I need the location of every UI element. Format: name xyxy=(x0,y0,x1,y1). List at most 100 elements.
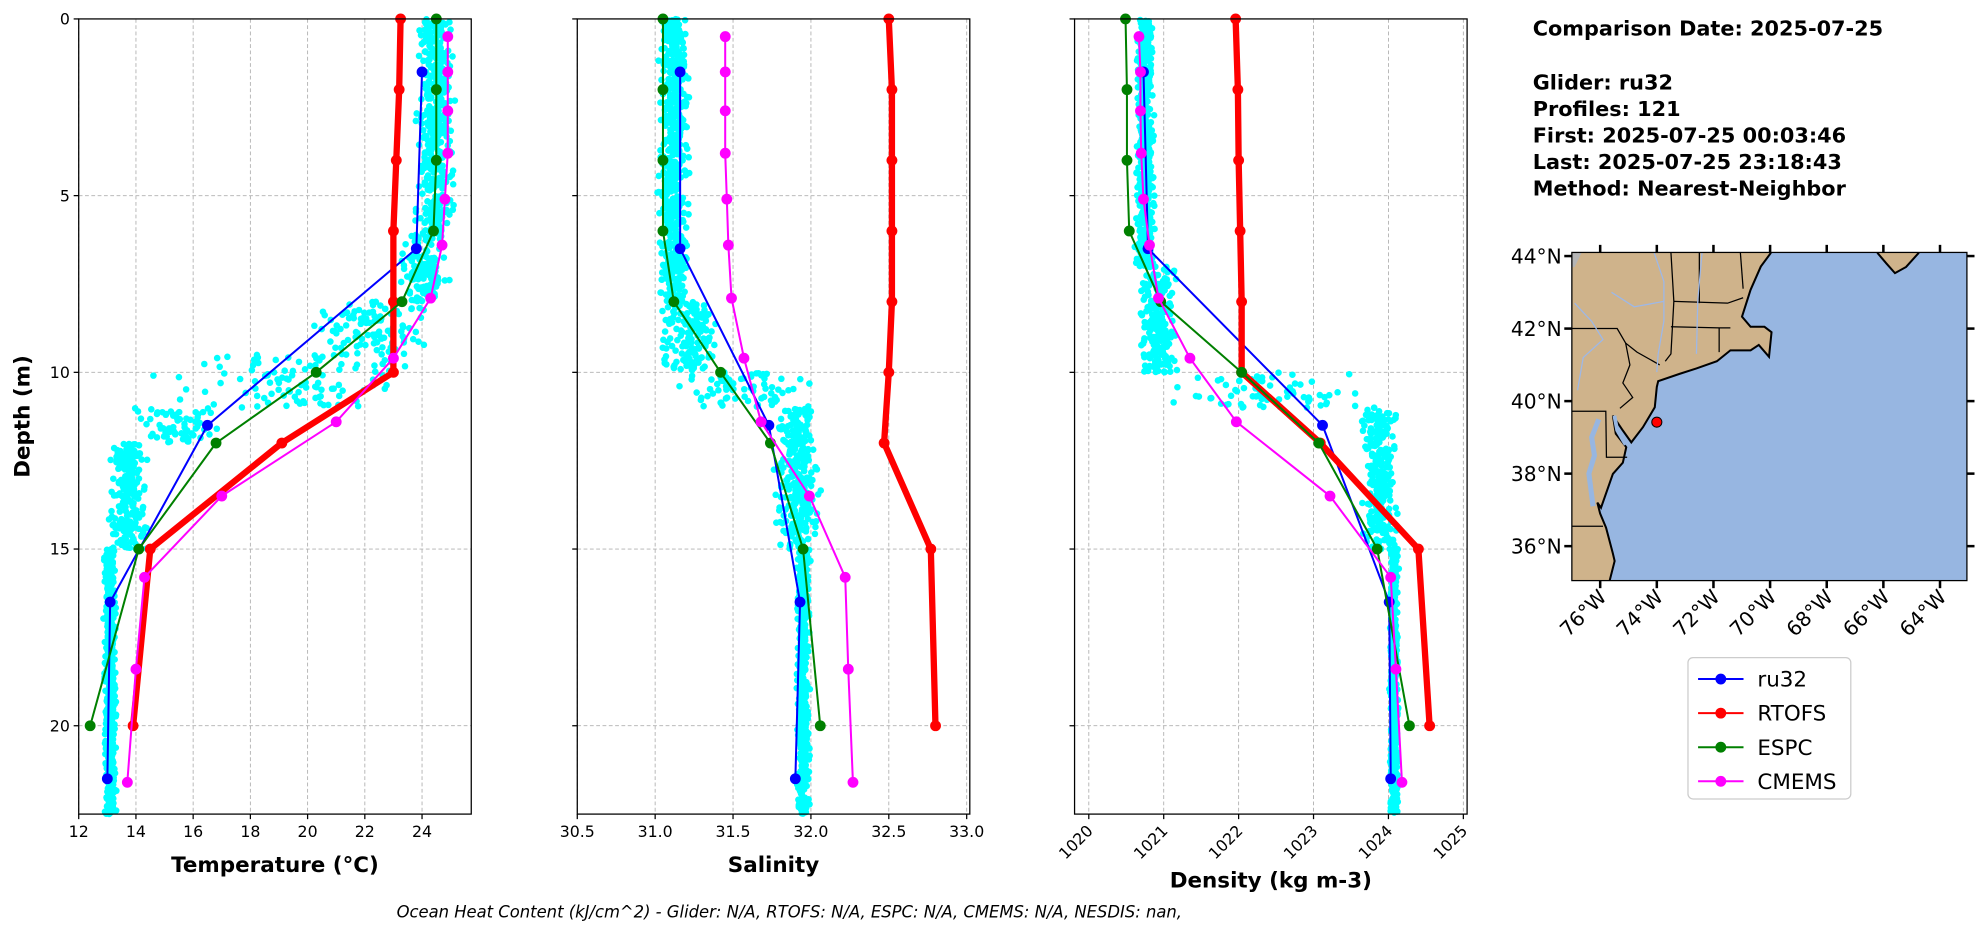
glider-scatter-point xyxy=(663,170,670,178)
glider-scatter-point xyxy=(1146,148,1154,156)
glider-scatter-point xyxy=(683,93,691,101)
glider-scatter-point xyxy=(666,290,673,298)
glider-scatter-point xyxy=(362,341,369,349)
glider-scatter-point xyxy=(325,401,332,409)
data-point-cmems xyxy=(803,490,815,502)
glider-scatter-point xyxy=(1236,377,1243,384)
glider-scatter-point xyxy=(688,372,696,380)
glider-scatter-point xyxy=(425,78,432,85)
glider-scatter-point xyxy=(672,98,679,106)
y-axis-label: Depth (m) xyxy=(10,355,35,478)
glider-scatter-point xyxy=(423,254,431,261)
glider-scatter-point xyxy=(1392,414,1399,422)
glider-scatter-point xyxy=(136,450,143,457)
glider-scatter-point xyxy=(143,456,151,464)
last-time: Last: 2025-07-25 23:18:43 xyxy=(1533,150,1842,174)
glider-scatter-point xyxy=(213,354,221,362)
glider-scatter-point xyxy=(402,240,409,248)
glider-scatter-point xyxy=(807,436,815,444)
x-tick-label: 22 xyxy=(355,822,375,841)
glider-scatter-point xyxy=(1371,442,1379,450)
data-point-rtofs xyxy=(390,154,402,166)
glider-scatter-point xyxy=(422,48,429,56)
glider-scatter-point xyxy=(681,16,689,24)
glider-scatter-point xyxy=(804,414,811,422)
info-block: Comparison Date: 2025-07-25 Glider: ru32… xyxy=(1533,16,1883,200)
data-point-rtofs xyxy=(886,154,898,166)
glider-scatter-point xyxy=(438,129,446,137)
x-axis-label: Salinity xyxy=(728,853,819,878)
glider-scatter-point xyxy=(805,775,812,783)
glider-scatter-point xyxy=(1138,311,1146,319)
glider-scatter-point xyxy=(667,24,674,31)
data-point-espc xyxy=(310,366,322,378)
glider-scatter-point xyxy=(344,336,352,344)
glider-scatter-point xyxy=(798,423,806,431)
glider-scatter-point xyxy=(354,349,361,357)
glider-scatter-point xyxy=(669,240,676,248)
glider-scatter-point xyxy=(104,575,111,583)
glider-scatter-point xyxy=(684,200,692,208)
glider-scatter-point xyxy=(395,310,403,318)
data-point-cmems xyxy=(388,352,399,364)
glider-scatter-point xyxy=(408,305,415,313)
glider-scatter-point xyxy=(436,174,443,182)
glider-scatter-point xyxy=(807,408,815,415)
glider-scatter-point xyxy=(194,423,201,431)
glider-scatter-point xyxy=(678,350,686,357)
glider-scatter-point xyxy=(1351,390,1359,397)
glider-scatter-point xyxy=(343,309,351,316)
glider-scatter-point xyxy=(281,367,288,374)
glider-scatter-point xyxy=(1141,293,1149,301)
y-tick-label: 15 xyxy=(50,540,70,559)
data-point-cmems xyxy=(442,105,454,117)
glider-scatter-point xyxy=(1387,550,1395,558)
glider-scatter-point xyxy=(135,525,143,533)
glider-scatter-point xyxy=(123,518,131,526)
glider-scatter-point xyxy=(112,524,119,532)
glider-scatter-point xyxy=(812,523,819,531)
glider-scatter-point xyxy=(723,394,731,401)
glider-scatter-point xyxy=(698,321,706,329)
data-point-cmems xyxy=(738,352,750,364)
glider-scatter-point xyxy=(333,322,340,329)
glider-scatter-point xyxy=(115,503,123,510)
glider-scatter-point xyxy=(669,200,676,207)
glider-scatter-point xyxy=(345,314,353,322)
glider-scatter-point xyxy=(213,425,221,433)
glider-scatter-point xyxy=(332,344,339,352)
glider-scatter-point xyxy=(100,615,107,622)
x-tick-label: 20 xyxy=(298,822,318,841)
y-tick-label: 5 xyxy=(60,186,70,205)
glider-scatter-point xyxy=(801,437,809,445)
glider-scatter-point xyxy=(408,232,415,240)
glider-scatter-point xyxy=(1334,388,1341,396)
glider-scatter-point xyxy=(429,45,436,53)
glider-scatter-point xyxy=(680,356,687,364)
glider-scatter-point xyxy=(790,385,797,393)
glider-scatter-point xyxy=(131,447,138,455)
data-point-rtofs xyxy=(388,366,399,378)
glider-scatter-point xyxy=(803,782,811,790)
glider-scatter-point xyxy=(679,343,686,350)
glider-scatter-point xyxy=(807,482,815,490)
glider-scatter-point xyxy=(369,298,376,306)
x-tick-label: 1024 xyxy=(1355,821,1397,863)
glider-scatter-point xyxy=(1387,470,1395,477)
glider-scatter-point xyxy=(671,144,678,151)
data-point-espc xyxy=(715,366,727,378)
data-point-cmems xyxy=(1135,147,1147,159)
glider-scatter-point xyxy=(680,45,687,52)
data-point-rtofs xyxy=(1424,720,1436,732)
glider-scatter-point xyxy=(1151,192,1158,199)
glider-scatter-point xyxy=(795,512,802,519)
data-point-ru32 xyxy=(416,66,428,78)
glider-scatter-point xyxy=(798,659,806,666)
glider-scatter-point xyxy=(1147,34,1154,42)
glider-scatter-point xyxy=(338,360,345,368)
glider-scatter-point xyxy=(811,530,819,538)
glider-scatter-point xyxy=(143,420,150,428)
glider-scatter-point xyxy=(148,406,155,413)
glider-scatter-point xyxy=(1379,431,1386,438)
glider-scatter-point xyxy=(128,455,136,462)
